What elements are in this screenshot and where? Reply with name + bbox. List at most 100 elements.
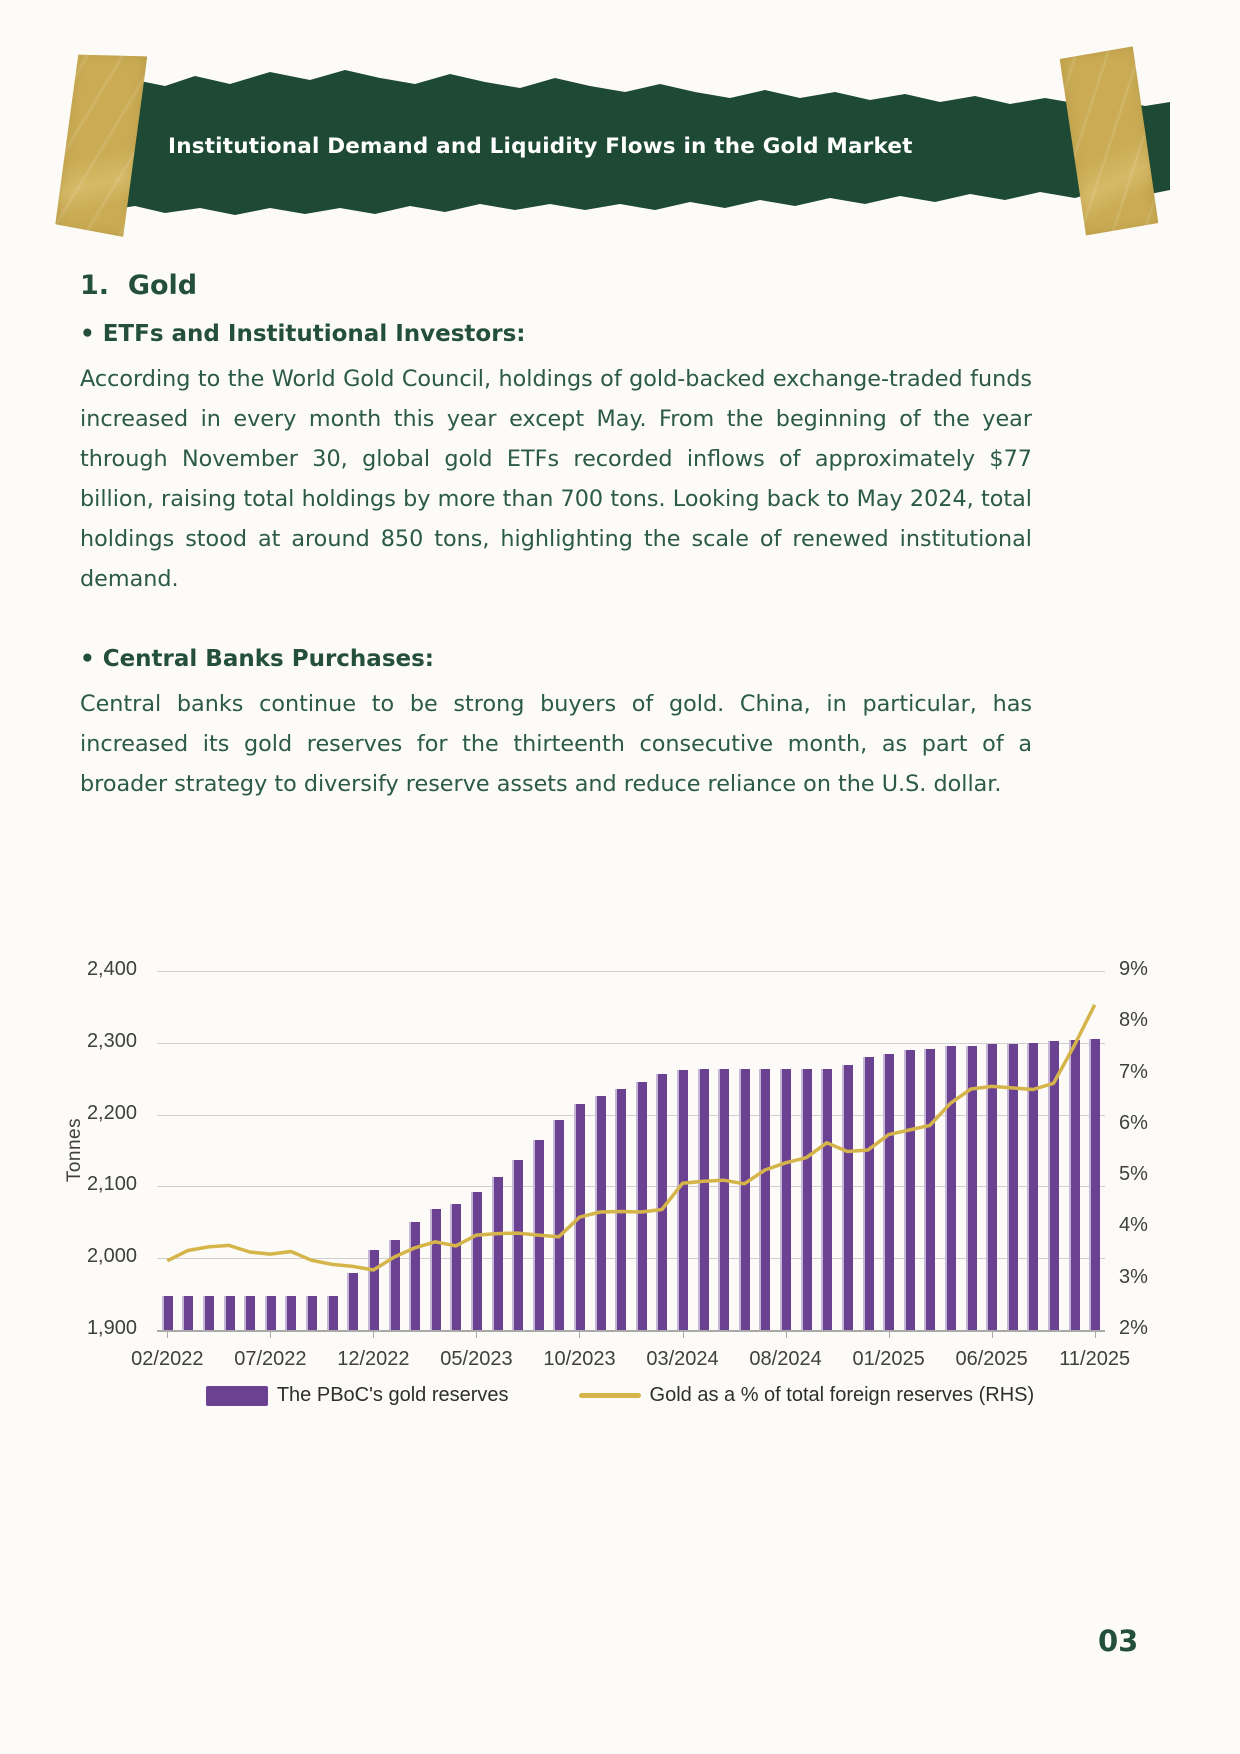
x-axis-tick xyxy=(373,1330,375,1338)
bar xyxy=(306,1295,318,1330)
legend-line-swatch xyxy=(578,1393,641,1398)
x-axis-tick xyxy=(167,1330,169,1338)
gridline xyxy=(157,1330,1105,1332)
paragraph-central-banks: Central banks continue to be strong buye… xyxy=(80,691,1032,797)
bar xyxy=(409,1222,421,1330)
secondary-axis-tick-label: 5% xyxy=(1119,1163,1148,1186)
y-axis-tick-label: 2,400 xyxy=(86,958,137,980)
gridline xyxy=(157,1258,1105,1260)
page-number: 03 xyxy=(1098,1624,1139,1658)
bar xyxy=(615,1089,627,1330)
legend-item-bars: The PBoC's gold reserves xyxy=(205,1384,509,1407)
secondary-axis-tick-label: 8% xyxy=(1119,1009,1148,1032)
bar xyxy=(697,1068,709,1330)
secondary-axis-tick-label: 9% xyxy=(1119,958,1148,980)
x-axis-tick-label: 12/2022 xyxy=(337,1348,410,1370)
x-axis-tick-label: 01/2025 xyxy=(852,1348,925,1370)
bar xyxy=(347,1272,359,1330)
bar xyxy=(759,1068,771,1330)
bar xyxy=(821,1068,833,1330)
x-axis-tick-label: 11/2025 xyxy=(1059,1348,1131,1370)
secondary-axis-tick-label: 2% xyxy=(1119,1317,1148,1339)
x-axis-tick xyxy=(888,1330,890,1338)
bar xyxy=(862,1057,874,1330)
bar xyxy=(965,1045,977,1330)
bar xyxy=(470,1192,482,1330)
secondary-axis-tick-label: 4% xyxy=(1119,1214,1148,1237)
legend-bar-swatch xyxy=(205,1385,268,1406)
torn-paper-shape xyxy=(110,70,1170,215)
bar xyxy=(203,1295,215,1330)
line-series xyxy=(166,1004,1097,1272)
legend-bar-label: The PBoC's gold reserves xyxy=(276,1384,509,1406)
bar xyxy=(512,1159,524,1330)
secondary-axis-tick-label: 3% xyxy=(1119,1265,1148,1288)
section-heading-gold: 1. Gold xyxy=(80,270,198,301)
bar xyxy=(326,1295,338,1330)
bar xyxy=(388,1240,400,1330)
x-axis-tick-label: 08/2024 xyxy=(749,1348,822,1370)
x-axis-tick-label: 10/2023 xyxy=(543,1348,616,1370)
x-axis-tick xyxy=(270,1330,272,1338)
bar xyxy=(986,1044,998,1330)
x-axis-tick-label: 07/2022 xyxy=(234,1348,307,1370)
x-axis-tick xyxy=(785,1330,787,1338)
chart-legend: The PBoC's gold reserves Gold as a % of … xyxy=(0,1384,1240,1407)
x-axis-tick-label: 05/2023 xyxy=(440,1348,513,1370)
bar xyxy=(1006,1043,1018,1330)
page-title: Institutional Demand and Liquidity Flows… xyxy=(168,134,913,159)
bar xyxy=(924,1048,936,1330)
gridline xyxy=(157,1186,1105,1188)
x-axis-tick xyxy=(1094,1330,1096,1338)
y-axis-tick-label: 2,100 xyxy=(86,1173,137,1196)
bullet-heading-etfs: • ETFs and Institutional Investors: xyxy=(80,321,526,347)
secondary-axis-tick-label: 6% xyxy=(1119,1111,1148,1134)
y-axis-tick-label: 2,000 xyxy=(86,1245,137,1268)
bar xyxy=(553,1120,565,1330)
y-axis-tick-label: 2,200 xyxy=(86,1101,137,1124)
gridline xyxy=(157,971,1105,972)
bar xyxy=(264,1295,276,1330)
secondary-axis-tick-label: 7% xyxy=(1119,1060,1148,1083)
bar xyxy=(677,1070,689,1330)
bar xyxy=(635,1082,647,1330)
bar xyxy=(429,1209,441,1330)
bar xyxy=(1068,1039,1080,1330)
gridline xyxy=(157,1042,1105,1044)
chart-plot-area xyxy=(157,971,1105,1338)
bar xyxy=(1027,1042,1039,1330)
x-axis-tick xyxy=(579,1330,581,1338)
x-axis-tick xyxy=(991,1330,993,1338)
y-axis-tick-label: 1,900 xyxy=(86,1317,137,1339)
bar xyxy=(450,1203,462,1330)
x-axis-tick-label: 06/2025 xyxy=(955,1348,1028,1370)
x-axis-tick-label: 03/2024 xyxy=(646,1348,719,1370)
bar xyxy=(944,1046,956,1330)
bar xyxy=(1047,1041,1059,1330)
bar xyxy=(244,1295,256,1330)
x-axis-tick xyxy=(682,1330,684,1338)
bar xyxy=(883,1053,895,1330)
bullet-heading-central-banks: • Central Banks Purchases: xyxy=(80,646,435,672)
x-axis-tick-label: 02/2022 xyxy=(131,1348,204,1370)
bar xyxy=(718,1068,730,1330)
bar xyxy=(738,1068,750,1330)
bar xyxy=(800,1068,812,1330)
gridline xyxy=(157,1114,1105,1116)
x-axis-tick xyxy=(476,1330,478,1338)
bar xyxy=(367,1250,379,1330)
bar xyxy=(161,1295,173,1330)
paragraph-etfs: According to the World Gold Council, hol… xyxy=(80,366,1032,592)
bar xyxy=(903,1049,915,1330)
bar xyxy=(780,1068,792,1330)
bar xyxy=(285,1295,297,1330)
header-banner: Institutional Demand and Liquidity Flows… xyxy=(110,58,1170,218)
y-axis-tick-label: 2,300 xyxy=(86,1029,137,1052)
bar xyxy=(841,1065,853,1330)
bar xyxy=(1089,1038,1101,1330)
bar xyxy=(223,1295,235,1330)
bar xyxy=(491,1177,503,1330)
bar xyxy=(656,1073,668,1330)
bar xyxy=(182,1295,194,1330)
